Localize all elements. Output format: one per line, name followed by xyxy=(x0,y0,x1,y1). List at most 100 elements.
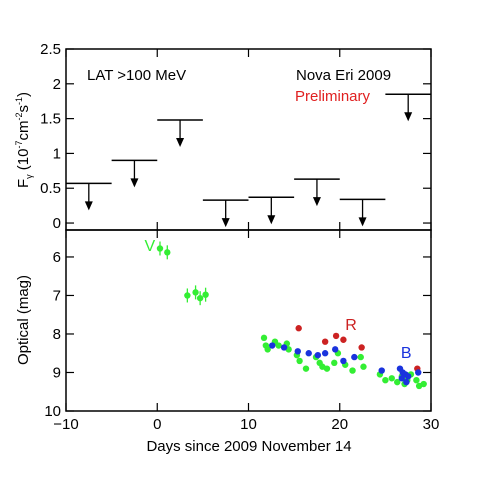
bottom-plot-frame xyxy=(65,229,432,412)
data-point xyxy=(314,351,322,359)
bottom-y-tick-label: 9 xyxy=(53,364,61,381)
data-point xyxy=(349,367,356,374)
top-y-ticks: 0 0.5 1 1.5 2 2.5 xyxy=(40,41,432,232)
series-label-R: R xyxy=(345,317,357,334)
data-point xyxy=(192,289,199,296)
data-point xyxy=(202,291,209,298)
band-annotation: LAT >100 MeV xyxy=(87,67,186,84)
data-point xyxy=(164,249,171,256)
data-point xyxy=(357,353,364,361)
data-point xyxy=(321,350,329,357)
data-point xyxy=(420,380,427,388)
upper-limit xyxy=(111,159,158,188)
upper-limit xyxy=(66,182,112,211)
upper-limit xyxy=(202,199,249,228)
upper-limit-arrow-head xyxy=(221,218,230,228)
data-point xyxy=(260,334,268,342)
upper-limit xyxy=(157,119,203,148)
data-point xyxy=(340,336,347,343)
x-ticks: −10 0 10 20 30 xyxy=(53,230,439,433)
data-point xyxy=(295,325,302,332)
upper-limit-arrow-head xyxy=(130,178,139,188)
bottom-y-tick-label: 7 xyxy=(53,287,61,304)
data-point xyxy=(394,378,401,386)
top-ylabel-sub: γ xyxy=(24,174,34,179)
data-point xyxy=(294,348,301,355)
upper-limit-arrow-head xyxy=(84,201,93,211)
upper-limit xyxy=(248,196,295,225)
top-ylabel-prefix: (10 xyxy=(15,149,32,175)
top-upper-limits xyxy=(66,93,431,228)
top-ylabel-exp2: -2 xyxy=(14,112,24,120)
upper-limit xyxy=(294,178,340,207)
top-y-tick-label: 1.5 xyxy=(40,111,61,128)
top-ylabel-main: F xyxy=(15,179,32,188)
x-tick-label: 30 xyxy=(423,416,440,433)
optical-data-points xyxy=(156,241,427,390)
top-ylabel-mid: cm xyxy=(15,120,32,140)
x-tick-label: −10 xyxy=(53,416,78,433)
top-y-tick-label: 0.5 xyxy=(40,180,61,197)
data-point xyxy=(404,373,412,380)
data-point xyxy=(415,369,422,376)
data-point xyxy=(156,245,164,252)
x-tick-label: 20 xyxy=(331,416,348,433)
series-R xyxy=(295,325,421,372)
data-point xyxy=(184,292,191,299)
bottom-y-axis-title: Optical (mag) xyxy=(15,275,32,365)
data-point xyxy=(340,357,347,365)
data-point xyxy=(351,353,358,361)
upper-limit-arrow-head xyxy=(358,217,367,227)
data-point xyxy=(360,363,367,370)
top-panel: 00.511.522.5 LAT >100 MeV Nova Eri 2009 … xyxy=(14,41,432,232)
top-y-tick-label: 1 xyxy=(53,145,61,162)
bottom-y-tick-label: 6 xyxy=(53,249,61,266)
top-ylabel-exp3: -1 xyxy=(14,97,24,105)
upper-limit-arrow-head xyxy=(404,112,413,122)
top-y-axis-title: Fγ (10-7cm-2s-1) xyxy=(14,92,34,188)
x-tick-label: 10 xyxy=(240,416,257,433)
data-point xyxy=(388,375,395,382)
series-label-V: V xyxy=(144,238,155,255)
bottom-panel: 6 7 8 9 10 −10 0 10 20 30 V R B Optical (mag) Days… xyxy=(15,229,439,455)
object-annotation: Nova Eri 2009 xyxy=(296,67,391,84)
series-B xyxy=(269,342,422,386)
top-y-tick-label: 0 xyxy=(53,215,61,232)
data-point xyxy=(378,367,385,374)
data-point xyxy=(331,346,339,353)
data-point xyxy=(280,344,288,351)
upper-limit-arrow-head xyxy=(176,138,185,148)
data-point xyxy=(413,376,420,384)
top-ylabel-close: ) xyxy=(15,92,32,97)
data-point xyxy=(264,346,271,353)
data-point xyxy=(331,359,338,367)
top-y-tick-label: 2 xyxy=(53,76,61,93)
upper-limit xyxy=(385,93,431,122)
upper-limit-arrow-head xyxy=(267,215,276,225)
series-label-B: B xyxy=(401,345,412,362)
x-axis-title: Days since 2009 November 14 xyxy=(146,438,351,455)
data-point xyxy=(305,350,312,357)
x-tick-label: 0 xyxy=(153,416,161,433)
bottom-y-ticks: 6 7 8 9 10 xyxy=(44,249,431,420)
series-V xyxy=(156,241,427,390)
data-point xyxy=(398,375,405,382)
bottom-y-tick-label: 10 xyxy=(44,403,61,420)
data-point xyxy=(196,294,204,302)
top-ylabel-s: s xyxy=(15,105,32,113)
top-ylabel-exp1: -7 xyxy=(14,140,24,148)
data-point xyxy=(296,357,303,365)
top-y-tick-label: 2.5 xyxy=(40,41,61,58)
data-point xyxy=(358,344,365,351)
status-annotation: Preliminary xyxy=(295,88,371,105)
data-point xyxy=(302,365,310,372)
data-point xyxy=(332,332,340,340)
data-point xyxy=(323,365,331,372)
series-labels: V R B xyxy=(144,238,411,362)
data-point xyxy=(269,342,276,349)
data-point xyxy=(275,342,282,349)
data-point xyxy=(321,338,329,345)
upper-limit xyxy=(339,198,386,227)
data-point xyxy=(382,376,389,384)
